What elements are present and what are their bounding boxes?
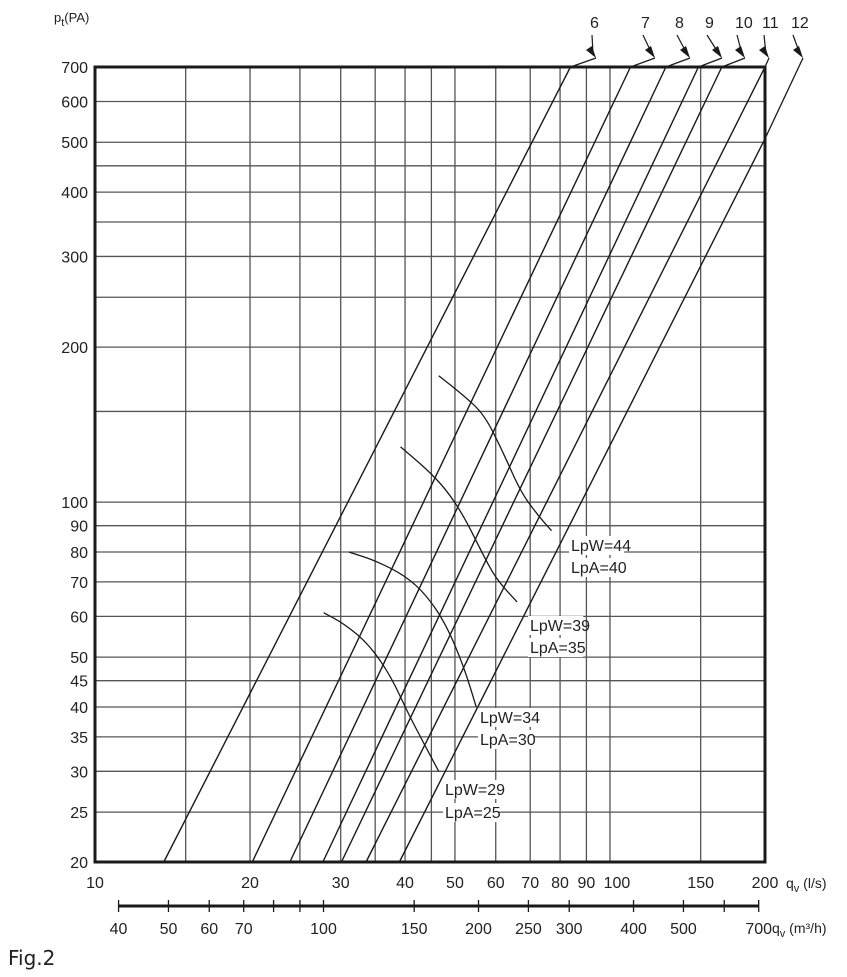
sound-curve bbox=[323, 612, 440, 772]
x-tick-label: 60 bbox=[487, 875, 505, 892]
x-axis-tick-labels: 10 20 30 40 50 60 70 80 90 100 150 200 bbox=[86, 875, 778, 892]
x2-tick-label: 50 bbox=[160, 921, 178, 938]
fan-size-line-8 bbox=[289, 66, 667, 863]
x2-tick-label: 300 bbox=[556, 921, 583, 938]
y-axis-label: pt(PA) bbox=[54, 10, 89, 29]
y-tick-label: 45 bbox=[70, 674, 88, 691]
y-tick-label: 35 bbox=[70, 730, 88, 747]
sound-level-label: LpA=25 bbox=[445, 805, 501, 822]
fan-size-label-11: 11 bbox=[762, 15, 779, 32]
x-tick-label: 150 bbox=[687, 875, 714, 892]
sound-curve bbox=[438, 375, 553, 532]
fan-size-lines bbox=[163, 66, 766, 863]
y-tick-label: 20 bbox=[70, 855, 88, 872]
sound-level-label: LpW=39 bbox=[530, 618, 590, 635]
sound-level-labels: LpW=44 LpA=40 LpW=39 LpA=35 LpW=34 LpA=30 LpW=… bbox=[443, 536, 631, 822]
sound-level-label: LpW=34 bbox=[480, 710, 540, 727]
sound-level-label: LpA=40 bbox=[571, 560, 627, 577]
x-tick-label: 90 bbox=[578, 875, 596, 892]
y-tick-label: 60 bbox=[70, 609, 88, 626]
plot-frame bbox=[93, 65, 767, 864]
arrowhead-icon bbox=[735, 46, 745, 58]
arrowhead-icon bbox=[586, 46, 596, 58]
leader-line bbox=[665, 57, 691, 68]
y-tick-label: 90 bbox=[70, 519, 88, 536]
fan-size-label-12: 12 bbox=[791, 15, 809, 32]
y-tick-label: 40 bbox=[70, 700, 88, 717]
arrowhead-icon bbox=[759, 46, 769, 58]
x2-tick-label: 150 bbox=[401, 921, 428, 938]
x2-tick-label: 40 bbox=[110, 921, 128, 938]
grid-lines bbox=[95, 67, 765, 862]
y-tick-label: 200 bbox=[61, 340, 88, 357]
y-tick-label: 50 bbox=[70, 650, 88, 667]
leader-line bbox=[764, 57, 804, 139]
y-tick-label: 600 bbox=[61, 94, 88, 111]
sound-curve bbox=[348, 551, 477, 708]
x2-tick-label: 200 bbox=[465, 921, 492, 938]
arrowhead-icon bbox=[712, 46, 722, 58]
fan-size-line-10 bbox=[340, 66, 723, 863]
x2-tick-label: 500 bbox=[670, 921, 697, 938]
sound-curve bbox=[400, 446, 518, 603]
leader-line bbox=[630, 57, 656, 68]
x-tick-label: 70 bbox=[521, 875, 539, 892]
y-tick-label: 100 bbox=[61, 495, 88, 512]
x-tick-label: 10 bbox=[86, 875, 104, 892]
x-tick-label: 80 bbox=[551, 875, 569, 892]
fan-size-line-6 bbox=[163, 66, 572, 863]
x2-tick-label: 250 bbox=[515, 921, 542, 938]
fan-size-label-9: 9 bbox=[705, 15, 714, 32]
leader-line bbox=[721, 57, 746, 68]
sound-level-label: LpW=29 bbox=[445, 782, 505, 799]
y-tick-label: 700 bbox=[61, 60, 88, 77]
x-tick-label: 50 bbox=[446, 875, 464, 892]
sound-level-label: LpA=30 bbox=[480, 732, 536, 749]
sound-level-curves bbox=[323, 375, 553, 772]
y-tick-label: 80 bbox=[70, 545, 88, 562]
x2-tick-label: 60 bbox=[200, 921, 218, 938]
leader-line bbox=[764, 57, 770, 68]
sound-level-label: LpW=44 bbox=[571, 538, 631, 555]
y-tick-label: 400 bbox=[61, 185, 88, 202]
x-tick-label: 100 bbox=[604, 875, 631, 892]
arrowhead-icon bbox=[645, 46, 655, 58]
x2-tick-label: 70 bbox=[235, 921, 253, 938]
figure-caption: Fig.2 bbox=[8, 946, 56, 970]
fan-size-line-12 bbox=[398, 138, 766, 863]
arrowhead-icon bbox=[793, 46, 803, 58]
x-axis-label: qv (l/s) bbox=[786, 875, 827, 895]
fan-size-labels: 6 7 8 9 10 11 12 bbox=[570, 15, 809, 139]
fan-size-label-10: 10 bbox=[735, 15, 753, 32]
x-tick-label: 20 bbox=[241, 875, 259, 892]
fan-size-label-7: 7 bbox=[641, 15, 650, 32]
fan-size-line-9 bbox=[322, 66, 700, 863]
y-tick-label: 500 bbox=[61, 135, 88, 152]
y-axis-tick-labels: 20 25 30 35 40 45 50 60 70 80 90 100 200 300 400 500 600… bbox=[61, 60, 88, 872]
y-tick-label: 25 bbox=[70, 805, 88, 822]
x2-tick-label: 400 bbox=[620, 921, 647, 938]
fan-size-label-6: 6 bbox=[590, 15, 599, 32]
x2-tick-label: 100 bbox=[310, 921, 337, 938]
arrowhead-icon bbox=[680, 46, 690, 58]
fan-size-line-7 bbox=[251, 66, 632, 863]
y-tick-label: 70 bbox=[70, 575, 88, 592]
leader-line bbox=[570, 57, 597, 68]
fan-size-line-11 bbox=[365, 66, 766, 863]
sound-level-label: LpA=35 bbox=[530, 640, 586, 657]
x-tick-label: 30 bbox=[332, 875, 350, 892]
y-tick-label: 300 bbox=[61, 249, 88, 266]
secondary-x-axis: 40 50 60 70 100 150 200 250 300 400 500 700 bbox=[110, 900, 772, 938]
leader-line bbox=[698, 57, 723, 68]
x2-tick-label: 700 bbox=[745, 921, 772, 938]
x-tick-label: 40 bbox=[396, 875, 414, 892]
fan-size-label-8: 8 bbox=[675, 15, 684, 32]
x-tick-label: 200 bbox=[752, 875, 779, 892]
y-tick-label: 30 bbox=[70, 764, 88, 781]
x2-axis-label: qv (m³/h) bbox=[772, 920, 827, 940]
